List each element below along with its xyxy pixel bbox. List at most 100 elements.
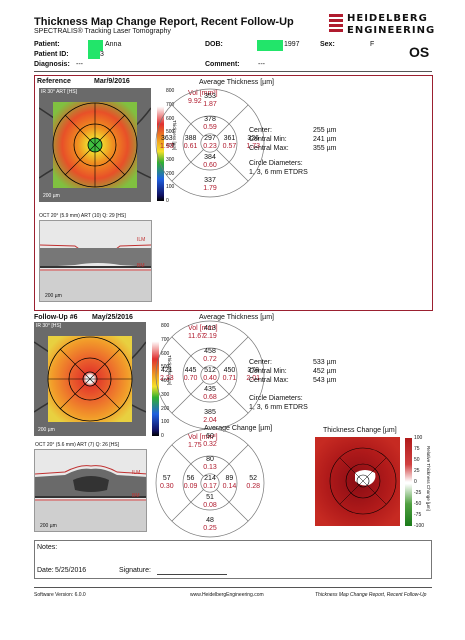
followup-chart-title: Average Thickness [µm] <box>199 314 274 321</box>
followup-cmax-label: Central Max: <box>249 377 289 384</box>
followup-cmax-value: 543 µm <box>313 377 337 384</box>
change-sector-thickness: 80 <box>206 455 214 463</box>
report-title: Thickness Map Change Report, Recent Foll… <box>34 16 294 28</box>
followup-sector-thickness: 445 <box>184 367 197 374</box>
followup-oct-scale: 200 µm <box>40 523 57 529</box>
reference-date: Mar/9/2016 <box>94 78 130 85</box>
followup-sector-bottom-outer: 385 2.04 <box>198 409 222 425</box>
followup-sector-top-outer: 413 2.19 <box>198 325 222 341</box>
reference-sector-thickness: 337 <box>204 177 216 185</box>
reference-oct-scan: ILM BM 200 µm <box>39 220 152 302</box>
change-etdrs-svg <box>155 428 265 538</box>
colorbar-tick: 400 <box>166 143 175 149</box>
reference-sector-thickness: 378 <box>204 115 216 123</box>
followup-sector-thickness: 413 <box>204 324 216 332</box>
redacted-id <box>88 51 100 59</box>
colorbar-tick: 800 <box>166 88 175 94</box>
change-sector-volume: 0.28 <box>246 483 260 490</box>
followup-oct-bscan <box>35 450 146 531</box>
colorbar-tick: -75 <box>414 512 422 518</box>
reference-circle-label: Circle Diameters: <box>249 160 303 167</box>
reference-sector-volume: 1.73 <box>246 143 260 150</box>
reference-oct-bscan <box>40 221 151 301</box>
sex-label: Sex: <box>320 41 335 48</box>
colorbar-tick: 300 <box>161 391 170 398</box>
change-sector-thickness: 214 <box>204 475 216 482</box>
reference-fundus-scale: 200 µm <box>43 193 60 199</box>
followup-ilm-label: ILM <box>132 470 141 476</box>
reference-sector-center: 297 0.23 <box>198 135 222 151</box>
comment-value: --- <box>258 61 265 68</box>
redacted-dob <box>257 40 283 51</box>
followup-sector-volume: 0.71 <box>222 375 237 382</box>
colorbar-tick: 800 <box>161 323 170 329</box>
followup-sector-volume: 2.19 <box>203 332 217 340</box>
colorbar-tick: 300 <box>166 156 175 163</box>
followup-vol-value: 11.67 <box>188 333 205 340</box>
change-sector-left-inner: 56 0.09 <box>179 475 203 491</box>
followup-bm-label: BM <box>132 493 140 499</box>
followup-sector-volume: 0.68 <box>203 394 217 402</box>
reference-etdrs-ring <box>200 133 220 153</box>
change-sector-volume: 0.09 <box>183 483 198 490</box>
colorbar-tick: -100 <box>414 523 425 529</box>
patient-id-label: Patient ID: <box>34 51 69 58</box>
change-sector-volume: 0.17 <box>203 483 217 490</box>
followup-sector-thickness: 458 <box>204 347 216 355</box>
change-sector-thickness: 89 <box>225 475 234 482</box>
dob-year: 1997 <box>284 41 300 48</box>
followup-etdrs-divider <box>216 336 249 369</box>
followup-etdrs-divider <box>171 336 204 369</box>
date-value: 5/25/2016 <box>55 567 87 574</box>
change-sector-volume: 0.32 <box>203 440 217 448</box>
change-sector-bottom-inner: 51 0.08 <box>198 494 222 510</box>
reference-sector-volume: 0.60 <box>203 162 217 170</box>
reference-sector-thickness: 388 <box>184 135 197 142</box>
followup-sector-right-outer: 378 2.01 <box>241 367 265 383</box>
change-sector-right-outer: 52 0.28 <box>241 475 265 491</box>
followup-sector-thickness: 435 <box>204 386 216 394</box>
comment-label: Comment: <box>205 61 240 68</box>
reference-sector-right-outer: 326 1.73 <box>241 135 265 151</box>
reference-etdrs-divider <box>171 149 204 182</box>
reference-label: Reference <box>37 78 71 85</box>
followup-etdrs-ring <box>182 347 238 403</box>
logo-stripe-2 <box>329 19 343 22</box>
reference-center-label: Center: <box>249 127 272 134</box>
reference-sector-volume: 1.93 <box>159 143 174 150</box>
patient-id-suffix: 3 <box>100 51 104 58</box>
change-etdrs-divider <box>216 489 249 522</box>
reference-fundus-image: IR 30° ART [HS] 200 µm <box>39 88 151 202</box>
reference-cmin-label: Central Min: <box>249 136 287 143</box>
followup-vol-label: Vol [mm³] <box>188 325 218 332</box>
reference-sector-thickness: 361 <box>223 135 236 142</box>
eye-label: OS <box>409 44 430 60</box>
reference-sector-thickness: 326 <box>247 135 260 142</box>
colorbar-tick: 500 <box>166 129 175 136</box>
reference-sector-thickness: 363 <box>160 135 173 142</box>
redacted-name <box>88 40 103 51</box>
reference-sector-volume: 0.57 <box>222 143 237 150</box>
colorbar-tick: 25 <box>414 468 420 474</box>
colorbar-tick: 100 <box>414 435 423 441</box>
change-sector-right-inner: 89 0.14 <box>217 475 241 491</box>
change-sector-volume: 0.14 <box>222 483 237 490</box>
followup-sector-volume: 2.23 <box>159 375 174 382</box>
logo-stripe-4 <box>329 29 343 32</box>
signature-line <box>157 574 227 575</box>
change-sector-thickness: 60 <box>206 432 214 440</box>
reference-sector-volume: 0.23 <box>203 143 217 150</box>
reference-ir-label: IR 30° ART [HS] <box>41 89 77 95</box>
change-etdrs-ring <box>155 428 265 538</box>
reference-sector-bottom-outer: 337 1.79 <box>198 177 222 193</box>
colorbar-tick: 200 <box>161 405 170 412</box>
notes-box[interactable] <box>34 540 432 579</box>
change-sector-thickness: 57 <box>162 475 171 482</box>
change-etdrs-ring <box>200 473 220 493</box>
change-chart-title: Average Change [µm] <box>204 425 273 432</box>
followup-oct-scan: ILM BM 200 µm <box>34 449 147 532</box>
patient-label: Patient: <box>34 41 60 48</box>
followup-oct-label: OCT 20° (5.6 mm) ART (7) Q: 26 [HS] <box>35 442 119 448</box>
reference-cmax-value: 355 µm <box>313 145 337 152</box>
logo-word-2: ENGINEERING <box>347 25 436 36</box>
